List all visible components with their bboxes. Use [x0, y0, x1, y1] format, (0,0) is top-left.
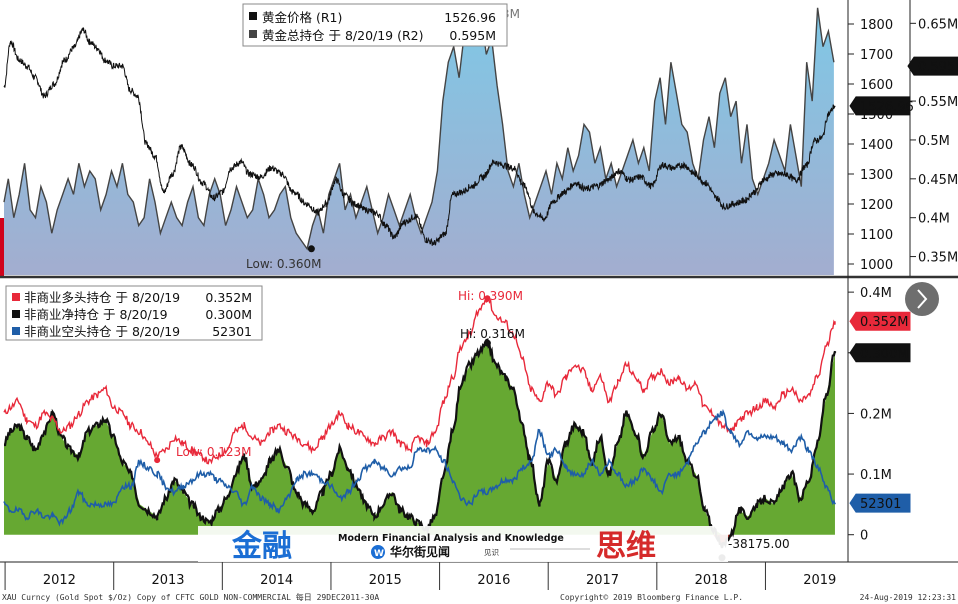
chevron-right-icon: [917, 289, 928, 309]
long-position-line: [3, 296, 836, 465]
x-tick-label: 2014: [260, 573, 293, 588]
annotation-long-low: Low: 0.123M: [176, 445, 252, 459]
gold-price-tag: 1526.96: [849, 96, 914, 116]
annotation-oi-low: Low: 0.360M: [246, 257, 322, 271]
x-tick-label: 2016: [477, 573, 510, 588]
r2-tick-label: 0.35M: [918, 251, 958, 266]
net-tag: 0.300M: [849, 343, 911, 363]
short-tag: 52301: [849, 493, 911, 513]
oi-low-marker: [307, 245, 315, 253]
svg-text:0.300M: 0.300M: [860, 347, 908, 362]
next-button[interactable]: [905, 282, 939, 316]
legend-open-interest-value: 0.595M: [449, 28, 496, 43]
svg-text:52301: 52301: [860, 497, 901, 512]
legend-long-value: 0.352M: [205, 290, 252, 305]
long-low-marker: [154, 457, 161, 464]
bottom-y-tick-label: 0: [860, 529, 868, 544]
open-interest-area: [4, 7, 834, 275]
r2-tick-label: 0.65M: [918, 17, 958, 32]
watermark: 金融 Modern Financial Analysis and Knowled…: [198, 526, 728, 564]
r2-tick-label: 0.5M: [918, 134, 950, 149]
bottom-legend: 非商业多头持仓 于 8/20/19 0.352M 非商业净持仓 于 8/20/1…: [5, 285, 263, 341]
svg-text:0.352M: 0.352M: [860, 315, 908, 330]
watermark-cn: 华尔街见闻: [390, 544, 450, 559]
net-position-area: [4, 343, 835, 535]
x-tick-label: 2019: [803, 573, 836, 588]
watermark-en: Modern Financial Analysis and Knowledge: [338, 533, 564, 544]
legend-open-interest: 黄金总持仓 于 8/20/19 (R2): [262, 28, 424, 43]
footer-center: Copyright© 2019 Bloomberg Finance L.P.: [560, 593, 743, 602]
annotation-long-hi: Hi: 0.390M: [458, 289, 523, 303]
r1-tick-label: 1400: [860, 138, 893, 153]
svg-text:1526.96: 1526.96: [860, 100, 914, 115]
short-position-line: [3, 408, 836, 527]
legend-short: 非商业空头持仓 于 8/20/19: [24, 324, 180, 339]
r1-tick-label: 1300: [860, 168, 893, 183]
r2-tick-label: 0.45M: [918, 173, 958, 188]
watermark-small: 见识: [484, 548, 499, 557]
footer-right: 24-Aug-2019 12:23:31: [860, 593, 957, 602]
footer-left: XAU Curncy (Gold Spot $/Oz) Copy of CFTC…: [2, 592, 379, 602]
annotations: 1526.96 0.595M 0.352M 0.300M 52301 Low: 0.360…: [154, 7, 958, 562]
x-tick-label: 2015: [369, 573, 402, 588]
r1-tick-label: 1600: [860, 78, 893, 93]
watermark-logo-icon: [371, 545, 385, 559]
net-hi-marker: [483, 339, 491, 347]
r1-tick-label: 1100: [860, 228, 893, 243]
open-interest-tag: 0.595M: [907, 56, 958, 76]
axes: 1000110012001300140015001600170018000.35…: [4, 17, 958, 590]
open-interest-line: [3, 7, 835, 251]
watermark-right: 思维: [596, 529, 656, 564]
legend-gold-price-value: 1526.96: [444, 10, 496, 25]
net-position-line: [4, 338, 837, 549]
r2-tick-label: 0.55M: [918, 95, 958, 110]
r1-tick-label: 1200: [860, 198, 893, 213]
watermark-left: 金融: [231, 529, 292, 564]
x-tick-label: 2017: [586, 573, 619, 588]
annotation-net-hi: Hi: 0.316M: [460, 327, 525, 341]
r1-tick-label: 1000: [860, 258, 893, 273]
r1-tick-label: 1700: [860, 48, 893, 63]
top-panel: [3, 7, 836, 275]
top-legend: 黄金价格 (R1) 1526.96 黄金总持仓 于 8/20/19 (R2) 0…: [242, 3, 508, 47]
legend-long: 非商业多头持仓 于 8/20/19: [24, 290, 180, 305]
x-tick-label: 2018: [695, 573, 728, 588]
x-tick-label: 2012: [43, 573, 76, 588]
legend-net: 非商业净持仓 于 8/20/19: [24, 307, 168, 322]
svg-text:0.595M: 0.595M: [918, 60, 958, 75]
left-edge-marker: [0, 218, 4, 276]
svg-text:W: W: [374, 549, 384, 559]
legend-gold-price: 黄金价格 (R1): [262, 10, 342, 25]
bottom-y-tick-label: 0.1M: [860, 468, 892, 483]
r2-tick-label: 0.4M: [918, 212, 950, 227]
bottom-panel: [3, 296, 837, 549]
legend-net-value: 0.300M: [205, 307, 252, 322]
legend-short-value: 52301: [212, 324, 252, 339]
long-tag: 0.352M: [849, 311, 911, 331]
bottom-y-tick-label: 0.4M: [860, 286, 892, 301]
footer: XAU Curncy (Gold Spot $/Oz) Copy of CFTC…: [2, 592, 956, 602]
long-hi-marker: [484, 295, 491, 302]
x-tick-label: 2013: [151, 573, 184, 588]
gold-price-line: [3, 27, 836, 246]
bottom-y-tick-label: 0.2M: [860, 407, 892, 422]
annotation-net-low: -38175.00: [728, 537, 790, 551]
r1-tick-label: 1800: [860, 18, 893, 33]
